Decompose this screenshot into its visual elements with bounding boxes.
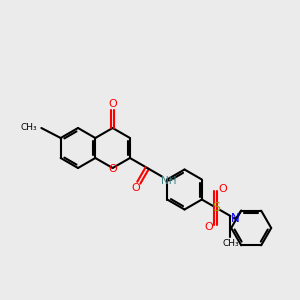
Text: CH₃: CH₃ (21, 122, 38, 131)
Text: NH: NH (161, 176, 177, 185)
Text: S: S (212, 201, 220, 214)
Text: O: O (108, 99, 117, 109)
Text: O: O (131, 183, 140, 193)
Text: CH₃: CH₃ (222, 239, 239, 248)
Text: O: O (108, 164, 117, 174)
Text: N: N (230, 212, 239, 225)
Text: O: O (204, 221, 213, 232)
Text: O: O (218, 184, 227, 194)
